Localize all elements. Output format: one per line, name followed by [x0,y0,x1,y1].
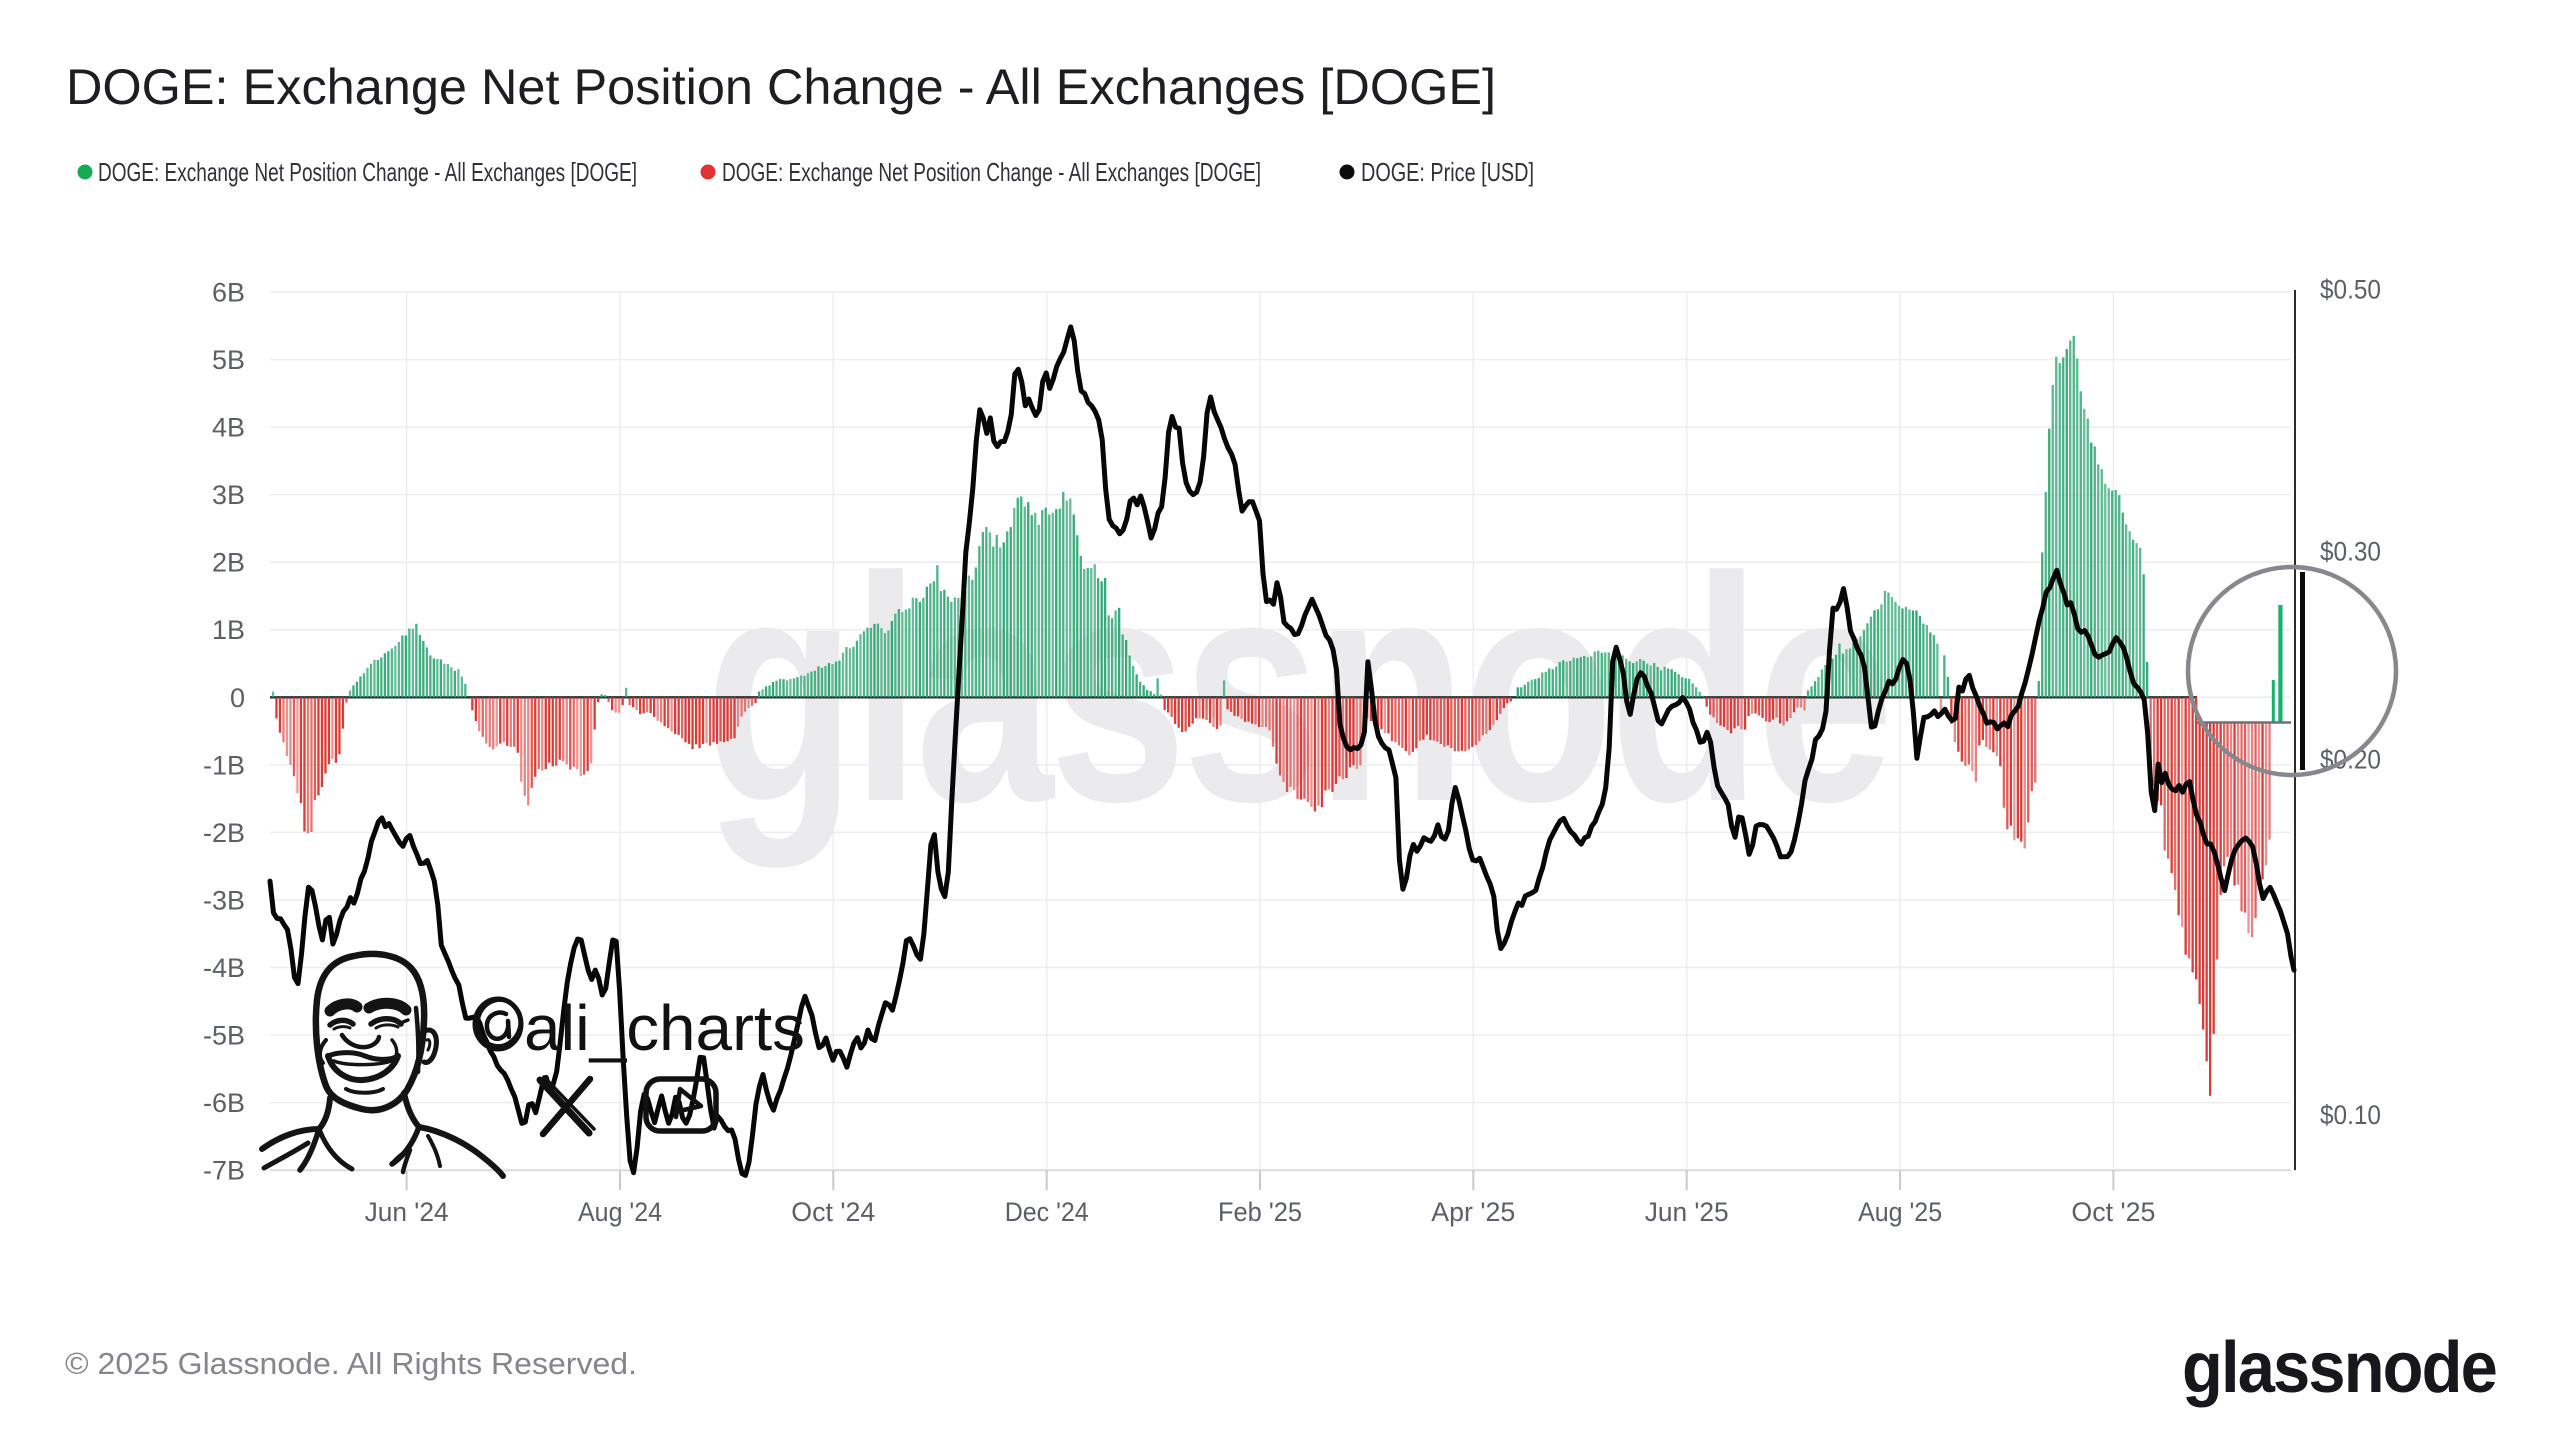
svg-text:-7B: -7B [203,1156,245,1186]
svg-text:Apr '25: Apr '25 [1431,1197,1515,1227]
svg-text:-5B: -5B [203,1021,245,1051]
svg-text:0: 0 [230,683,245,713]
svg-text:DOGE: Exchange Net Position Ch: DOGE: Exchange Net Position Change - All… [722,157,1261,187]
svg-text:6B: 6B [212,278,245,308]
svg-text:-1B: -1B [203,750,245,780]
svg-text:DOGE: Exchange Net Position Ch: DOGE: Exchange Net Position Change - All… [66,59,1496,115]
svg-text:1B: 1B [212,615,245,645]
svg-text:-3B: -3B [203,885,245,915]
svg-text:$0.50: $0.50 [2320,275,2381,305]
svg-text:Oct '24: Oct '24 [791,1197,875,1227]
svg-text:$0.30: $0.30 [2320,537,2381,567]
svg-text:Oct '25: Oct '25 [2071,1197,2155,1227]
svg-text:Jun '24: Jun '24 [365,1197,449,1227]
svg-text:Jun '25: Jun '25 [1645,1197,1729,1227]
svg-text:glassnode: glassnode [2182,1328,2496,1408]
svg-text:© 2025 Glassnode. All Rights R: © 2025 Glassnode. All Rights Reserved. [65,1346,637,1381]
svg-text:DOGE: Price [USD]: DOGE: Price [USD] [1361,157,1534,187]
svg-text:2B: 2B [212,548,245,578]
svg-text:3B: 3B [212,480,245,510]
svg-text:4B: 4B [212,413,245,443]
svg-text:Aug '24: Aug '24 [578,1197,662,1227]
svg-text:ali_charts: ali_charts [524,992,805,1064]
svg-text:-2B: -2B [203,818,245,848]
svg-text:Feb '25: Feb '25 [1218,1197,1302,1227]
svg-text:$0.10: $0.10 [2320,1100,2381,1130]
svg-text:-6B: -6B [203,1088,245,1118]
svg-text:-4B: -4B [203,953,245,983]
svg-text:5B: 5B [212,345,245,375]
svg-text:Aug '25: Aug '25 [1858,1197,1942,1227]
svg-text:DOGE: Exchange Net Position Ch: DOGE: Exchange Net Position Change - All… [98,157,637,187]
svg-text:Dec '24: Dec '24 [1005,1197,1089,1227]
